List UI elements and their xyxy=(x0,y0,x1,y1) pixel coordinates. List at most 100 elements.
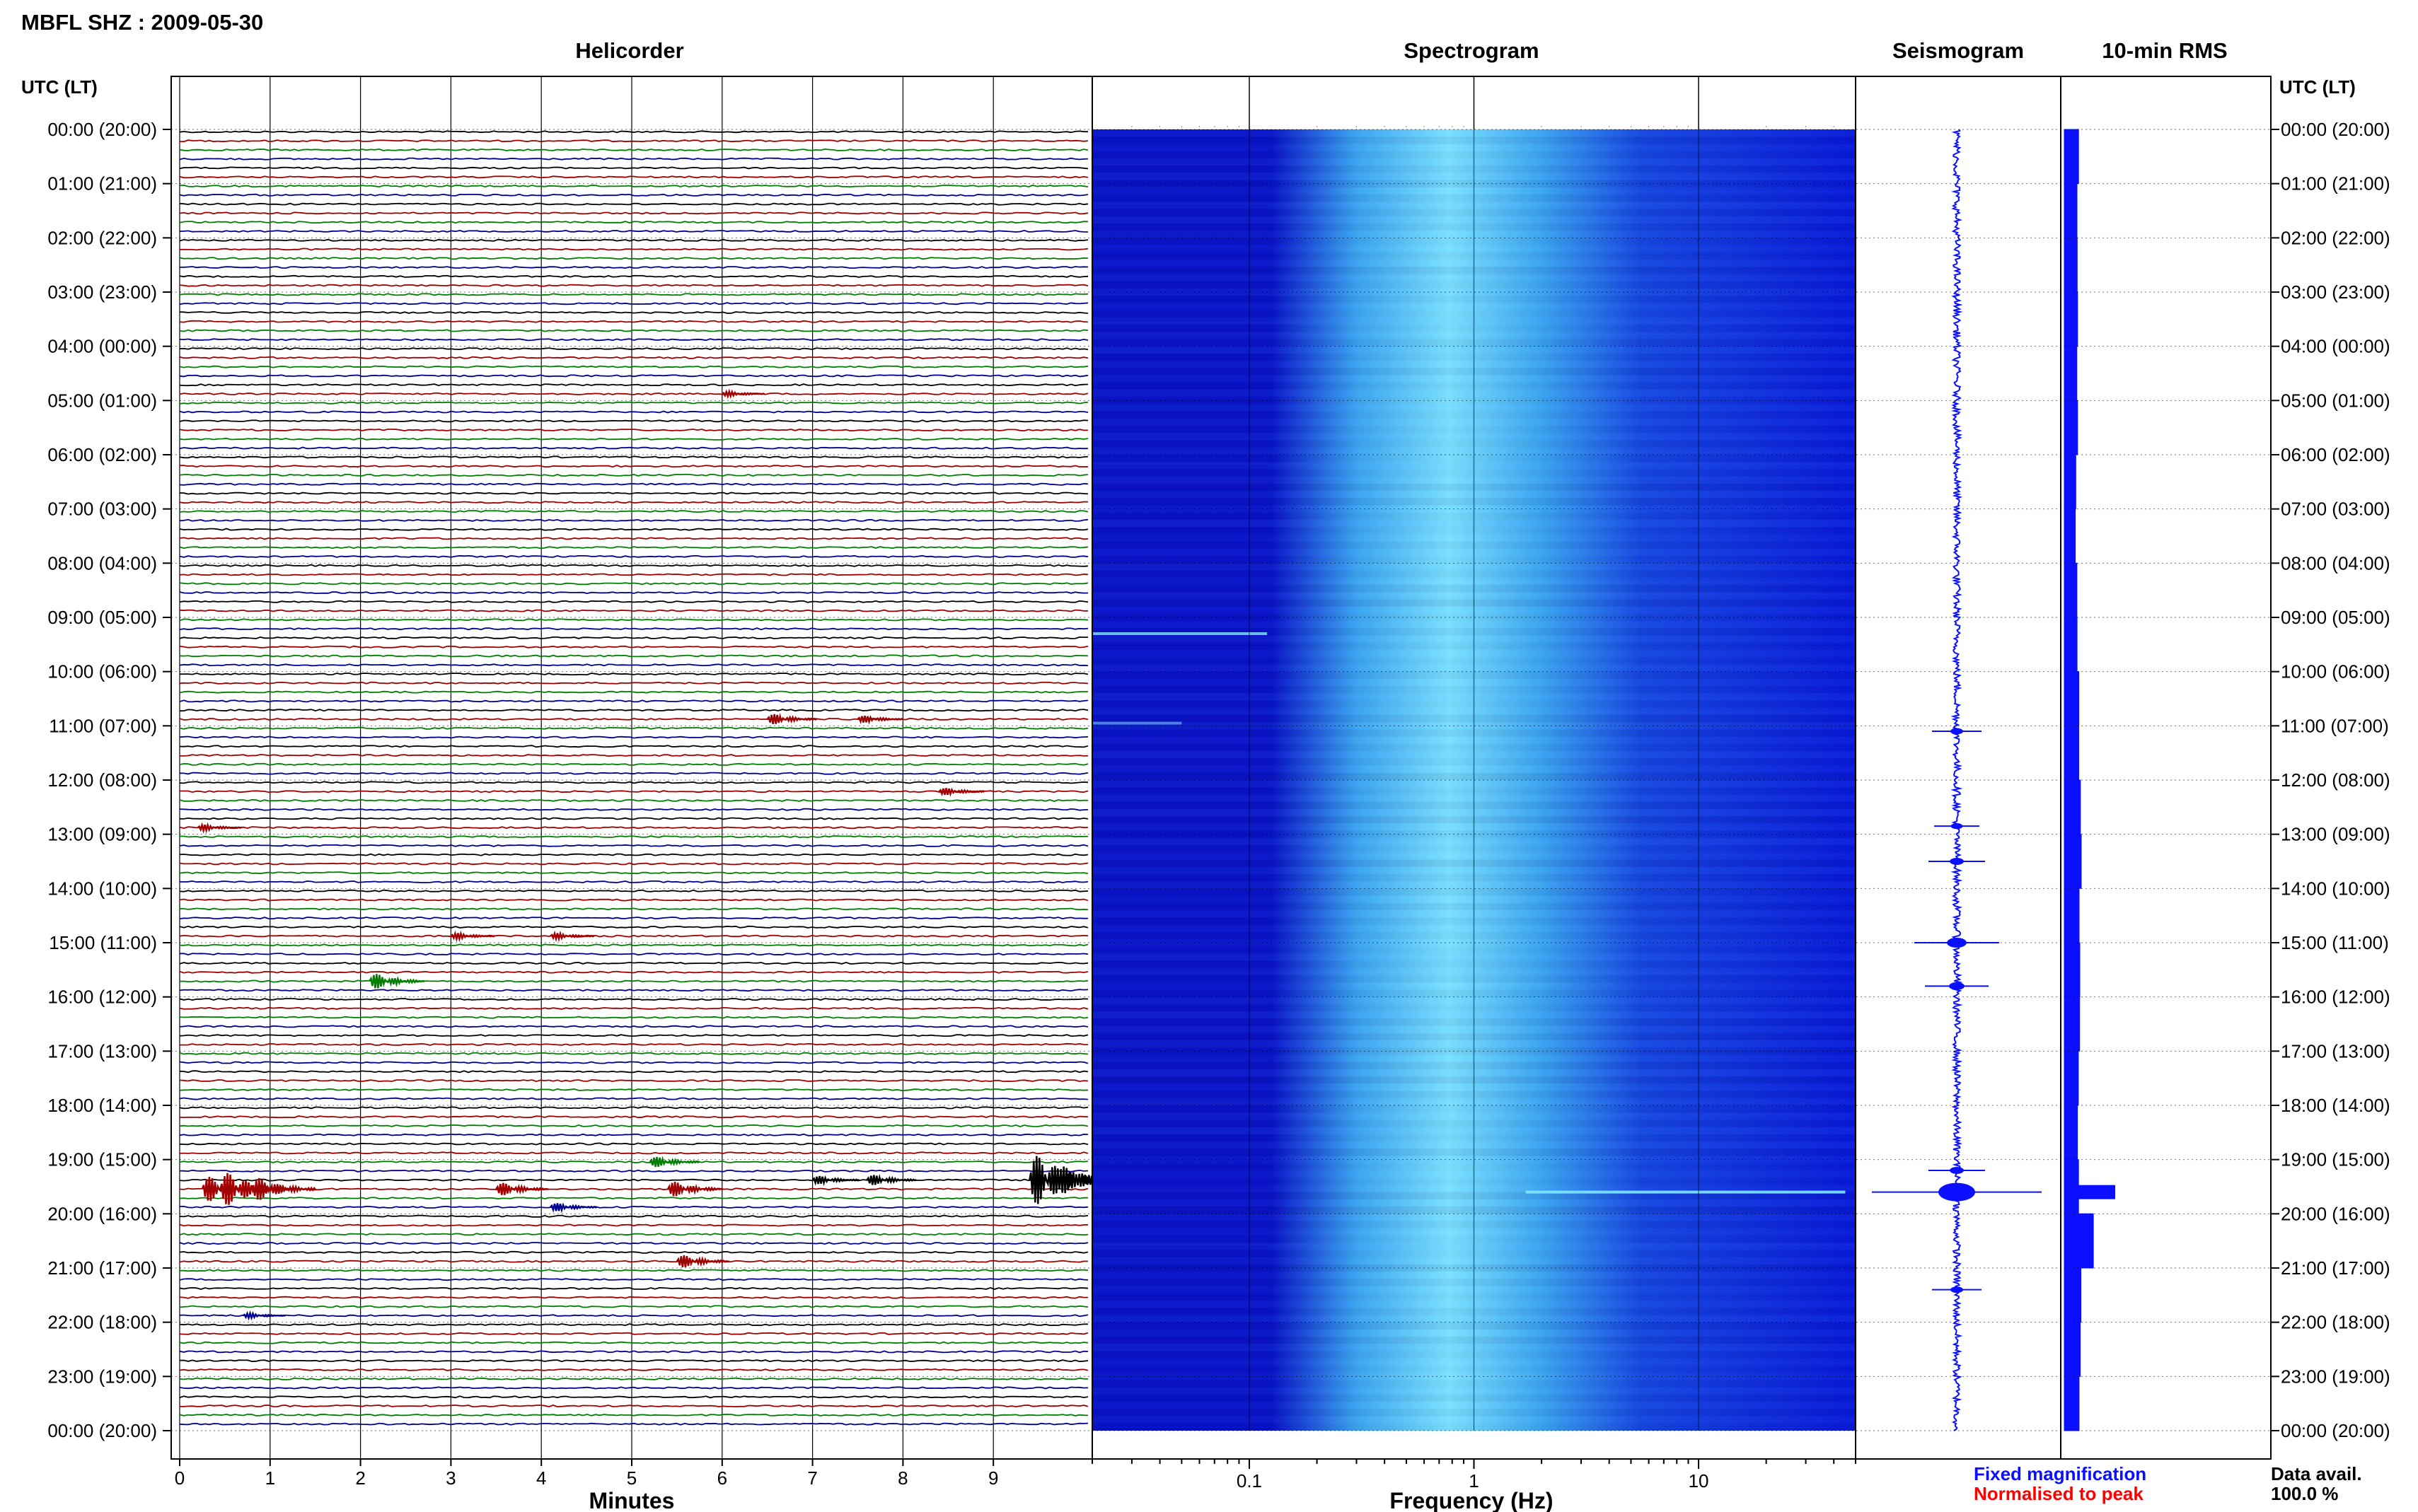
rms-frame xyxy=(2060,76,2272,1460)
helicorder-trace xyxy=(179,157,1089,161)
hour-label-right: 03:00 (23:00) xyxy=(2281,281,2390,303)
helicorder-trace xyxy=(179,772,1089,775)
helicorder-trace xyxy=(179,1106,1089,1110)
helicorder-trace xyxy=(179,871,1089,875)
helicorder-trace xyxy=(179,554,1089,558)
helicorder-trace xyxy=(179,591,1089,595)
helicorder-trace xyxy=(179,1242,1089,1245)
helicorder-trace xyxy=(179,943,1089,947)
helicorder-trace xyxy=(179,673,1089,676)
helicorder-trace xyxy=(179,257,1089,260)
hour-label-right: 01:00 (21:00) xyxy=(2281,173,2390,194)
data-availability-label: Data avail. xyxy=(2271,1463,2362,1484)
hour-label-right: 00:00 (20:00) xyxy=(2281,119,2390,140)
helicorder-trace xyxy=(180,465,1089,468)
hour-label-left: 01:00 (21:00) xyxy=(47,173,157,194)
hour-label-left: 14:00 (10:00) xyxy=(47,878,157,899)
minute-tick-label: 3 xyxy=(446,1467,456,1489)
seismogram-event-blob xyxy=(1950,1286,1963,1293)
seismogram-event-blob xyxy=(1938,1182,1975,1202)
helicorder-trace xyxy=(179,1133,1089,1136)
helicorder-trace xyxy=(179,546,1089,549)
hour-label-left: 04:00 (00:00) xyxy=(47,336,157,357)
time-axes: 00:00 (20:00) 00:00 (20:00) 01:00 (21:00) 0… xyxy=(47,119,2390,1441)
helicorder-trace xyxy=(179,564,1089,567)
hour-label-left: 22:00 (18:00) xyxy=(47,1312,157,1333)
helicorder-trace xyxy=(179,979,1089,983)
hour-label-right: 16:00 (12:00) xyxy=(2281,987,2390,1008)
helicorder-trace xyxy=(180,248,1089,251)
helicorder-trace xyxy=(179,1205,1089,1209)
helicorder-event xyxy=(649,1156,700,1168)
helicorder-trace xyxy=(179,735,1089,739)
helicorder-trace xyxy=(179,1061,1089,1064)
seismogram-event-blob xyxy=(1949,982,1965,990)
helicorder-trace xyxy=(179,293,1089,296)
helicorder-trace xyxy=(179,636,1089,639)
helicorder-trace xyxy=(179,1359,1089,1363)
helicorder-trace xyxy=(180,907,1089,911)
helicorder-event xyxy=(866,1173,917,1185)
helicorder-trace xyxy=(180,790,1089,793)
helicorder-trace xyxy=(179,302,1089,306)
helicorder-trace xyxy=(179,582,1089,586)
hour-label-right: 14:00 (10:00) xyxy=(2281,878,2390,899)
helicorder-trace xyxy=(179,998,1089,1001)
helicorder-trace xyxy=(179,193,1089,197)
helicorder-trace xyxy=(179,898,1089,902)
helicorder-trace xyxy=(179,1115,1089,1119)
helicorder-trace xyxy=(179,1214,1089,1218)
hour-label-right: 19:00 (15:00) xyxy=(2281,1149,2390,1170)
helicorder-trace xyxy=(179,709,1089,712)
helicorder-trace xyxy=(179,1377,1089,1380)
helicorder-trace xyxy=(179,798,1089,802)
helicorder-trace xyxy=(179,419,1089,423)
helicorder-trace xyxy=(179,446,1089,450)
helicorder-trace xyxy=(179,1025,1089,1028)
spectrogram-panel: 0.1 1 10 xyxy=(1092,76,1856,1491)
helicorder-trace xyxy=(179,618,1089,622)
hour-label-left: 03:00 (23:00) xyxy=(47,281,157,303)
helicorder-trace xyxy=(179,1079,1089,1083)
seismogram-title: Seismogram xyxy=(1892,38,2024,63)
helicorder-trace xyxy=(180,266,1089,269)
hour-label-right: 06:00 (02:00) xyxy=(2281,444,2390,465)
seismogram-event-blob xyxy=(1950,1167,1964,1174)
helicorder-trace xyxy=(179,889,1089,892)
hour-label-left: 17:00 (13:00) xyxy=(47,1040,157,1062)
hour-label-left: 20:00 (16:00) xyxy=(47,1203,157,1224)
minutes-axis-label: Minutes xyxy=(589,1488,675,1512)
hour-label-left: 08:00 (04:00) xyxy=(47,552,157,574)
helicorder-trace xyxy=(179,690,1088,694)
helicorder-trace xyxy=(179,284,1089,287)
helicorder-trace xyxy=(179,1341,1089,1344)
helicorder-trace xyxy=(179,329,1089,332)
helicorder-event xyxy=(450,930,495,943)
helicorder-trace xyxy=(179,1124,1089,1127)
spectrogram-bottom-strip xyxy=(1092,1431,1856,1459)
hour-label-right: 11:00 (07:00) xyxy=(2281,715,2389,736)
minute-tick-label: 0 xyxy=(175,1467,185,1489)
helicorder-trace xyxy=(179,699,1089,703)
hour-label-left: 23:00 (19:00) xyxy=(47,1366,157,1387)
helicorder-event xyxy=(550,1202,598,1214)
helicorder-trace xyxy=(179,1223,1089,1227)
helicorder-trace xyxy=(180,1405,1089,1408)
helicorder-trace xyxy=(179,166,1089,170)
helicorder-trace xyxy=(179,1286,1089,1290)
helicorder-trace xyxy=(179,537,1089,540)
helicorder-trace xyxy=(179,826,1089,830)
helicorder-event xyxy=(197,822,243,834)
rms-title: 10-min RMS xyxy=(2102,38,2227,63)
helicorder-panel: 0 1 2 3 4 5 6 7 8 9 xyxy=(170,76,1126,1489)
helicorder-trace xyxy=(179,1052,1089,1055)
helicorder-trace xyxy=(179,1395,1089,1399)
helicorder-trace xyxy=(179,917,1089,920)
hour-label-right: 04:00 (00:00) xyxy=(2281,336,2390,357)
helicorder-event xyxy=(667,1181,724,1197)
minute-tick-label: 6 xyxy=(717,1467,727,1489)
helicorder-trace xyxy=(179,1314,1089,1318)
hour-label-left: 00:00 (20:00) xyxy=(47,119,157,140)
helicorder-trace xyxy=(179,1034,1089,1037)
helicorder-trace xyxy=(179,437,1089,441)
